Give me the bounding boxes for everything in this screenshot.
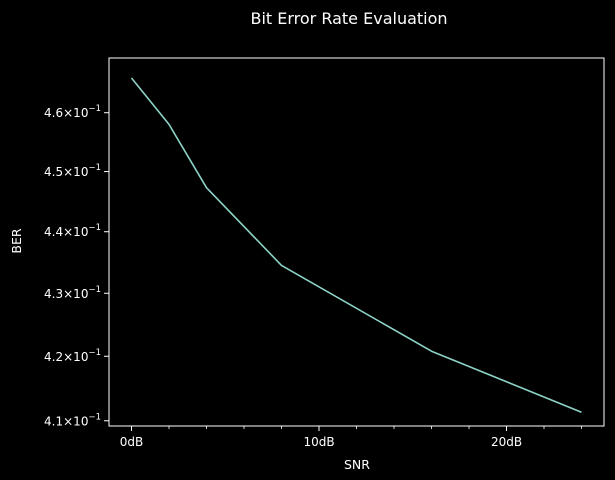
series-line (130, 77, 582, 414)
y-tick-label: 4.2×10−1 (44, 348, 101, 364)
y-axis-label: BER (9, 228, 24, 253)
y-tick-label: 4.1×10−1 (44, 412, 101, 428)
y-tick-label: 4.5×10−1 (44, 163, 101, 179)
y-tick-label: 4.6×10−1 (44, 104, 101, 120)
x-tick-label: 0dB (120, 435, 143, 449)
x-tick-label: 10dB (303, 435, 334, 449)
y-tick-label: 4.3×10−1 (44, 285, 101, 301)
x-axis-label: SNR (344, 457, 370, 472)
axes-frame (108, 57, 605, 427)
y-tick-label: 4.4×10−1 (44, 223, 101, 239)
x-tick-label: 20dB (491, 435, 522, 449)
plot-area: 0dB 10dB 20dB 4.1×10−1 4.2×10−1 4.3×10−1 4.4×1… (44, 57, 605, 449)
chart-title: Bit Error Rate Evaluation (250, 9, 447, 28)
